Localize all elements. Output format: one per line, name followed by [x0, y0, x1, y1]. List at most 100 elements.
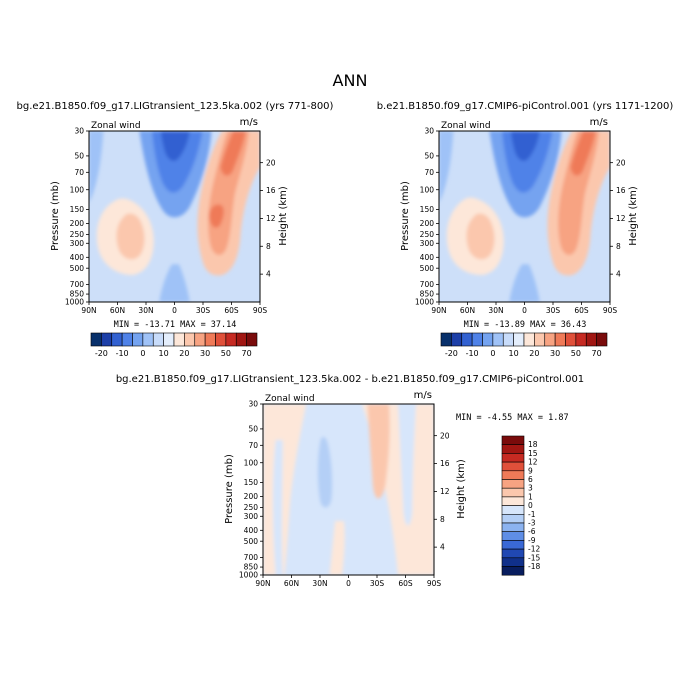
- x-ticks: 90N 60N 30N 0 30S 60S 90S: [255, 575, 441, 588]
- stats: MIN = -13.89 MAX = 36.43: [464, 320, 587, 330]
- height-tick-label: 8: [440, 515, 445, 524]
- colorbar-label: 15: [528, 449, 538, 458]
- tropics-lower: [509, 264, 540, 302]
- nh-westerly: [466, 213, 495, 260]
- height-tick-label: 12: [266, 214, 276, 223]
- colorbar-label: -12: [528, 545, 540, 554]
- colorbar-swatch: [513, 332, 525, 347]
- colorbar-swatch: [501, 566, 525, 576]
- y-tick-label: 30: [424, 127, 434, 136]
- y-tick-label: 500: [70, 264, 85, 273]
- x-tick-label: 60N: [284, 579, 299, 588]
- colorbar-label: 18: [528, 440, 538, 449]
- y-tick-label: 500: [244, 537, 259, 546]
- y-tick-label: 200: [420, 219, 435, 228]
- y-tick-label: 850: [244, 563, 259, 572]
- nh-westerly: [116, 213, 145, 260]
- y-tick-label: 500: [420, 264, 435, 273]
- height-ticks: 20 16 12 8 4: [610, 158, 626, 279]
- height-tick-label: 4: [440, 543, 445, 552]
- tropics-lower: [159, 264, 190, 302]
- colorbar-swatch: [523, 332, 535, 347]
- colorbar-swatch: [596, 332, 608, 347]
- colorbar-label: -20: [445, 349, 458, 358]
- colorbar-swatch: [90, 332, 102, 347]
- y-tick-label: 200: [244, 492, 259, 501]
- height-tick-label: 8: [616, 242, 621, 251]
- colorbar-swatch: [132, 332, 144, 347]
- sh-mid-negative: [398, 404, 416, 526]
- colorbar-label: 3: [528, 484, 533, 493]
- colorbar-swatch: [501, 479, 525, 489]
- x-tick-label: 30N: [138, 306, 153, 315]
- height-tick-label: 20: [440, 431, 450, 440]
- height-tick-label: 8: [266, 242, 271, 251]
- colorbar-swatch: [194, 332, 206, 347]
- y-tick-label: 1000: [65, 298, 84, 307]
- x-tick-label: 90S: [253, 306, 268, 315]
- colorbar-label: 6: [528, 475, 533, 484]
- strat-easterly-core: [511, 131, 540, 161]
- colorbar-label: -20: [95, 349, 108, 358]
- units-label: m/s: [240, 117, 258, 128]
- y-tick-label: 850: [420, 290, 435, 299]
- colorbar-swatch: [501, 531, 525, 541]
- y-tick-label: 100: [244, 458, 259, 467]
- x-tick-label: 0: [346, 579, 351, 588]
- colorbar-swatch: [184, 332, 196, 347]
- contour-field: [89, 131, 260, 302]
- colorbar-label: 1: [528, 492, 533, 501]
- variable-label: Zonal wind: [91, 121, 141, 131]
- colorbar-swatch: [204, 332, 216, 347]
- height-tick-label: 20: [616, 158, 626, 167]
- y-tick-label: 70: [424, 168, 434, 177]
- y-tick-label: 300: [70, 239, 85, 248]
- height-tick-label: 12: [440, 487, 450, 496]
- sh-westerly-core: [570, 131, 596, 176]
- y-tick-label: 50: [424, 152, 434, 161]
- colorbar-swatch: [501, 496, 525, 506]
- y-tick-label: 1000: [415, 298, 434, 307]
- colorbar-label: -10: [466, 349, 479, 358]
- panel-difference: bg.e21.B1850.f09_g17.LIGtransient_123.5k…: [116, 374, 584, 588]
- x-tick-label: 60S: [398, 579, 413, 588]
- colorbar-swatch: [501, 435, 525, 445]
- colorbar-label: -9: [528, 536, 536, 545]
- y-tick-label: 400: [70, 253, 85, 262]
- colorbar-swatch: [501, 557, 525, 567]
- colorbar-label: 0: [140, 349, 145, 358]
- contour-field: [263, 404, 434, 575]
- y-axis-right-label: Height (km): [456, 459, 467, 519]
- colorbar-label: 9: [528, 466, 533, 475]
- colorbar-swatch: [501, 444, 525, 454]
- colorbar-label: 10: [159, 349, 169, 358]
- colorbar-swatch: [163, 332, 175, 347]
- colorbar-swatch: [501, 453, 525, 463]
- stats: MIN = -13.71 MAX = 37.14: [114, 320, 237, 330]
- x-tick-label: 30N: [488, 306, 503, 315]
- y-axis-label: Pressure (mb): [224, 454, 235, 524]
- colorbar-swatch: [101, 332, 113, 347]
- y-axis-right-label: Height (km): [278, 186, 289, 246]
- x-ticks: 90N 60N 30N 0 30S 60S 90S: [431, 302, 617, 315]
- colorbar-swatch: [451, 332, 463, 347]
- y-tick-label: 400: [420, 253, 435, 262]
- y-tick-label: 400: [244, 526, 259, 535]
- y-tick-label: 30: [74, 127, 84, 136]
- colorbar-swatch: [502, 332, 514, 347]
- pole-edge: [421, 539, 434, 575]
- variable-label: Zonal wind: [265, 394, 315, 404]
- colorbar-swatch: [585, 332, 597, 347]
- variable-label: Zonal wind: [441, 121, 491, 131]
- panel-title: b.e21.B1850.f09_g17.CMIP6-piControl.001 …: [377, 101, 674, 112]
- colorbar: -20 -10 0 10 20 30 50 70: [90, 332, 258, 358]
- height-tick-label: 20: [266, 158, 276, 167]
- figure-title: ANN: [333, 71, 368, 90]
- colorbar-swatch: [501, 513, 525, 524]
- nh-polar: [89, 131, 104, 203]
- height-tick-label: 16: [616, 186, 626, 195]
- tropical-negative: [317, 436, 333, 508]
- x-tick-label: 60N: [460, 306, 475, 315]
- colorbar-label: -18: [528, 562, 540, 571]
